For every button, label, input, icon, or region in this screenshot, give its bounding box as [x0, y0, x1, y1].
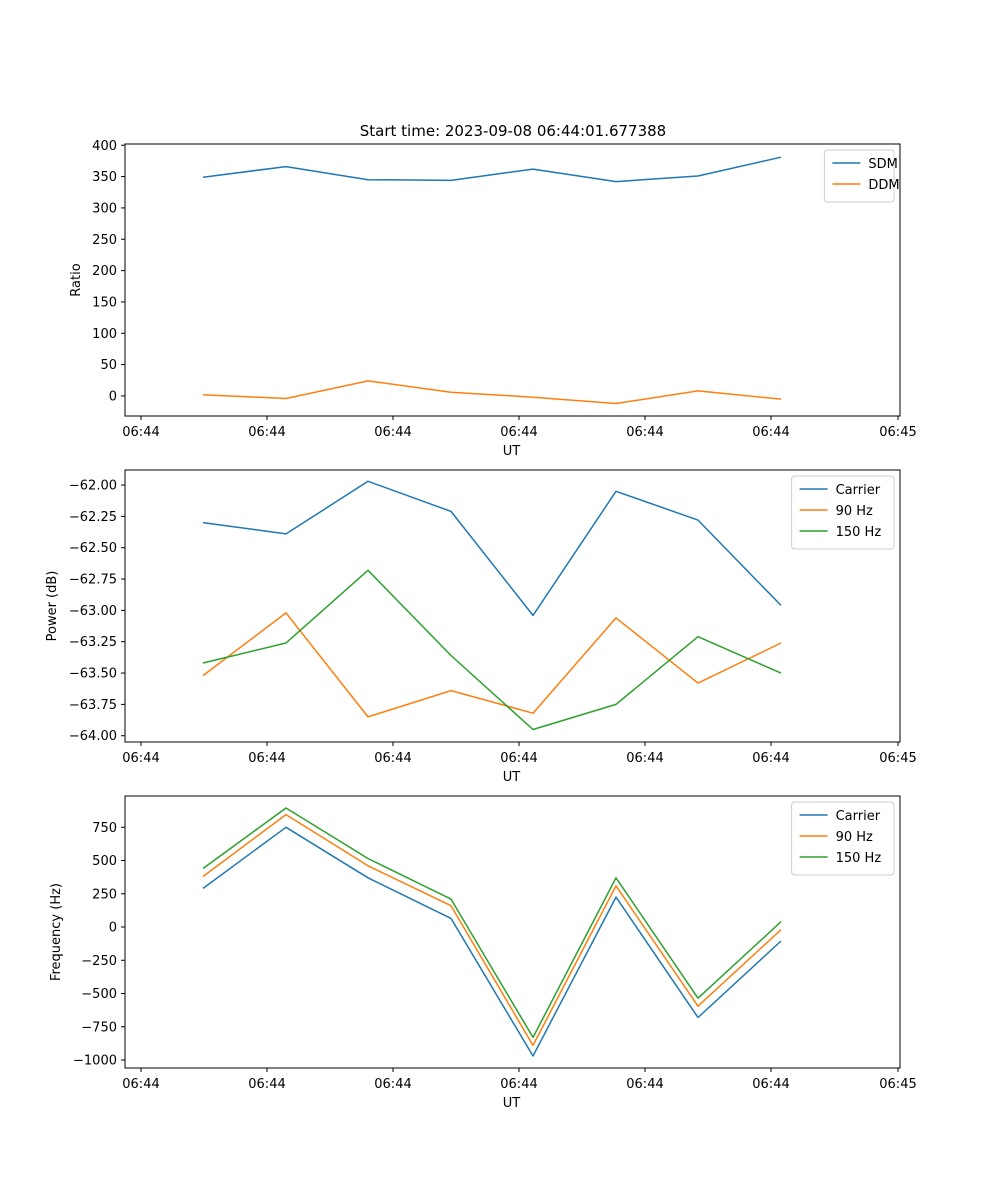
- x-tick-label: 06:44: [626, 425, 663, 440]
- x-tick-label: 06:44: [500, 1077, 537, 1092]
- x-axis-label: UT: [503, 1096, 521, 1111]
- legend-label: 90 Hz: [836, 830, 873, 845]
- x-axis-label: UT: [503, 444, 521, 459]
- plot-frame: [124, 795, 901, 1069]
- x-tick-label: 06:44: [122, 425, 159, 440]
- y-tick-label: −62.50: [69, 541, 117, 556]
- x-tick-label: 06:44: [248, 1077, 285, 1092]
- plot-frame: [124, 469, 901, 743]
- y-tick-label: −62.75: [69, 573, 117, 588]
- legend-label: 150 Hz: [836, 851, 882, 866]
- y-tick-label: −64.00: [69, 729, 117, 744]
- y-tick-label: 500: [92, 854, 117, 869]
- legend: SDM DDM: [823, 149, 900, 203]
- y-tick-label: −1000: [73, 1054, 117, 1069]
- legend: Carrier 90 Hz 150 Hz: [791, 801, 895, 876]
- y-tick-label: 300: [92, 201, 117, 216]
- y-axis-label: Frequency (Hz): [49, 883, 64, 981]
- series-line-carrier: [202, 826, 782, 1057]
- x-tick-label: 06:44: [374, 425, 411, 440]
- y-tick-label: −63.50: [69, 667, 117, 682]
- y-tick-label: 400: [92, 139, 117, 154]
- x-axis-label: UT: [503, 770, 521, 785]
- y-tick-label: 350: [92, 170, 117, 185]
- x-tick-label: 06:44: [752, 425, 789, 440]
- plot-frame: [124, 143, 901, 417]
- y-tick-label: 250: [92, 887, 117, 902]
- x-tick-label: 06:44: [122, 1077, 159, 1092]
- x-tick-label: 06:44: [752, 751, 789, 766]
- chart-panel-3: 06:44 06:44 06:44 06:44 06:44 06:44 06:45 −1000…: [49, 795, 917, 1111]
- y-tick-label: 200: [92, 264, 117, 279]
- figure-title: Start time: 2023-09-08 06:44:01.677388: [360, 122, 666, 140]
- chart-panel-1: 06:44 06:44 06:44 06:44 06:44 06:44 06:45 0 50 10…: [69, 139, 917, 459]
- legend-label: 150 Hz: [836, 525, 882, 540]
- series-line-ddm: [202, 380, 782, 405]
- x-tick-label: 06:45: [879, 1077, 916, 1092]
- y-tick-label: 750: [92, 821, 117, 836]
- legend-label: Carrier: [836, 483, 881, 498]
- x-tick-label: 06:44: [500, 751, 537, 766]
- y-axis-label: Ratio: [69, 263, 84, 296]
- x-tick-label: 06:44: [374, 751, 411, 766]
- series-line-150-hz: [202, 569, 782, 731]
- legend: Carrier 90 Hz 150 Hz: [791, 475, 895, 550]
- series-line-sdm: [202, 156, 782, 183]
- y-tick-label: −63.25: [69, 635, 117, 650]
- x-tick-label: 06:44: [122, 751, 159, 766]
- legend-label: Carrier: [836, 809, 881, 824]
- y-tick-label: 50: [100, 358, 117, 373]
- series-line-90-hz: [202, 813, 782, 1047]
- series-line-carrier: [202, 480, 782, 617]
- y-tick-label: −63.00: [69, 604, 117, 619]
- x-tick-label: 06:44: [500, 425, 537, 440]
- y-tick-label: −63.75: [69, 698, 117, 713]
- x-tick-label: 06:44: [626, 751, 663, 766]
- y-tick-label: 0: [109, 389, 117, 404]
- y-axis-label: Power (dB): [45, 571, 60, 642]
- x-tick-label: 06:45: [879, 425, 916, 440]
- x-tick-label: 06:44: [248, 751, 285, 766]
- x-tick-label: 06:44: [626, 1077, 663, 1092]
- y-tick-label: −750: [81, 1020, 117, 1035]
- legend-label: SDM: [868, 157, 897, 172]
- x-tick-label: 06:44: [374, 1077, 411, 1092]
- series-line-90-hz: [202, 612, 782, 718]
- y-tick-label: 250: [92, 233, 117, 248]
- x-tick-label: 06:45: [879, 751, 916, 766]
- y-tick-label: −62.00: [69, 479, 117, 494]
- y-tick-label: −500: [81, 987, 117, 1002]
- x-tick-label: 06:44: [752, 1077, 789, 1092]
- y-tick-label: −250: [81, 954, 117, 969]
- y-tick-label: 100: [92, 327, 117, 342]
- legend-label: 90 Hz: [836, 504, 873, 519]
- legend-label: DDM: [868, 178, 899, 193]
- chart-panel-2: 06:44 06:44 06:44 06:44 06:44 06:44 06:45 −64.0…: [45, 469, 917, 785]
- series-line-150-hz: [202, 807, 782, 1039]
- x-tick-label: 06:44: [248, 425, 285, 440]
- y-tick-label: −62.25: [69, 510, 117, 525]
- y-tick-label: 0: [109, 921, 117, 936]
- y-tick-label: 150: [92, 295, 117, 310]
